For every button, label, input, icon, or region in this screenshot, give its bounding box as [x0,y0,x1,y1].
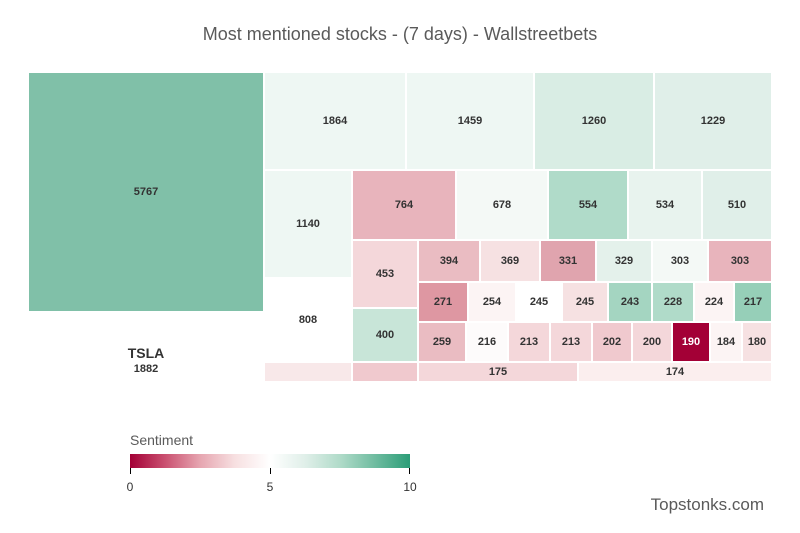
legend-ticks [130,468,410,478]
treemap-cell: 271 [418,282,468,322]
treemap-cell: 1229 [654,72,772,170]
treemap-cell: 245 [516,282,562,322]
treemap-cell: 184 [710,322,742,362]
cell-value: 217 [744,296,762,308]
legend: Sentiment 0 5 10 [130,432,410,480]
treemap-cell: 1260 [534,72,654,170]
treemap-cell: 453 [352,240,418,308]
cell-value: 202 [603,336,621,348]
treemap-cell: 213 [550,322,592,362]
treemap-cell: 678 [456,170,548,240]
treemap-cell: 216 [466,322,508,362]
treemap-cell: 1459 [406,72,534,170]
treemap-cell: 190 [672,322,710,362]
treemap-cell: 175 [418,362,578,382]
legend-tick [270,468,271,474]
cell-value: 1459 [458,115,482,127]
cell-value: 394 [440,255,458,267]
treemap-cell: 510 [702,170,772,240]
treemap-cell: 1140 [264,170,352,278]
cell-value: 554 [579,199,597,211]
treemap-cell: 180 [742,322,772,362]
cell-value: 534 [656,199,674,211]
cell-value: 400 [376,329,394,341]
cell-value: 808 [299,314,317,326]
legend-colorbar [130,454,410,468]
treemap-cell: 808 [264,278,352,362]
cell-value: 1229 [701,115,725,127]
cell-value: 180 [748,336,766,348]
cell-value: 510 [728,199,746,211]
cell-value: 213 [520,336,538,348]
cell-value: 1882 [134,363,158,375]
cell-value: 1260 [582,115,606,127]
treemap-cell: 213 [508,322,550,362]
cell-value: 303 [731,255,749,267]
cell-value: 216 [478,336,496,348]
treemap-cell: 369 [480,240,540,282]
cell-value: 764 [395,199,413,211]
treemap-cell: 224 [694,282,734,322]
cell-value: 453 [376,268,394,280]
cell-value: 271 [434,296,452,308]
cell-value: 303 [671,255,689,267]
treemap-cell: 5767 [28,72,264,312]
cell-value: 254 [483,296,501,308]
treemap-cell: 228 [652,282,694,322]
treemap-cell: 200 [632,322,672,362]
watermark: Topstonks.com [651,495,764,515]
treemap-cell: 202 [592,322,632,362]
cell-value: 200 [643,336,661,348]
cell-value: 243 [621,296,639,308]
chart-title: Most mentioned stocks - (7 days) - Walls… [0,0,800,57]
treemap-cell: 303 [708,240,772,282]
treemap-cell: 243 [608,282,652,322]
cell-value: 174 [666,366,684,378]
cell-ticker: TSLA [128,345,165,361]
cell-value: 245 [530,296,548,308]
treemap-cell: 303 [652,240,708,282]
cell-value: 224 [705,296,723,308]
treemap-cell: 400 [352,308,418,362]
legend-title: Sentiment [130,432,410,448]
legend-label-max: 10 [403,480,416,494]
cell-value: 175 [489,366,507,378]
treemap-cell: 254 [468,282,516,322]
legend-label-mid: 5 [267,480,274,494]
cell-value: 5767 [134,186,158,198]
treemap-cell: 174 [578,362,772,382]
treemap-cell: 394 [418,240,480,282]
treemap-cell [352,362,418,382]
cell-value: 184 [717,336,735,348]
treemap-cell: TSLA 1882 [28,312,264,408]
cell-value: 331 [559,255,577,267]
treemap-cell: 329 [596,240,652,282]
treemap: 5767 TSLA 1882 1864 1459 1260 1229 1140 764 678 55… [28,72,772,408]
treemap-cell: 764 [352,170,456,240]
treemap-cell: 259 [418,322,466,362]
treemap-cell: 554 [548,170,628,240]
cell-value: 245 [576,296,594,308]
cell-value: 1140 [296,218,320,230]
treemap-cell: 217 [734,282,772,322]
cell-value: 228 [664,296,682,308]
cell-value: 329 [615,255,633,267]
cell-value: 1864 [323,115,347,127]
legend-label-min: 0 [127,480,134,494]
cell-value: 369 [501,255,519,267]
legend-tick [130,468,131,474]
legend-tick [409,468,410,474]
treemap-cell: 1864 [264,72,406,170]
treemap-cell: 331 [540,240,596,282]
cell-value: 190 [682,336,700,348]
treemap-cell [264,362,352,382]
cell-value: 213 [562,336,580,348]
cell-value: 678 [493,199,511,211]
treemap-cell: 245 [562,282,608,322]
cell-value: 259 [433,336,451,348]
treemap-cell: 534 [628,170,702,240]
